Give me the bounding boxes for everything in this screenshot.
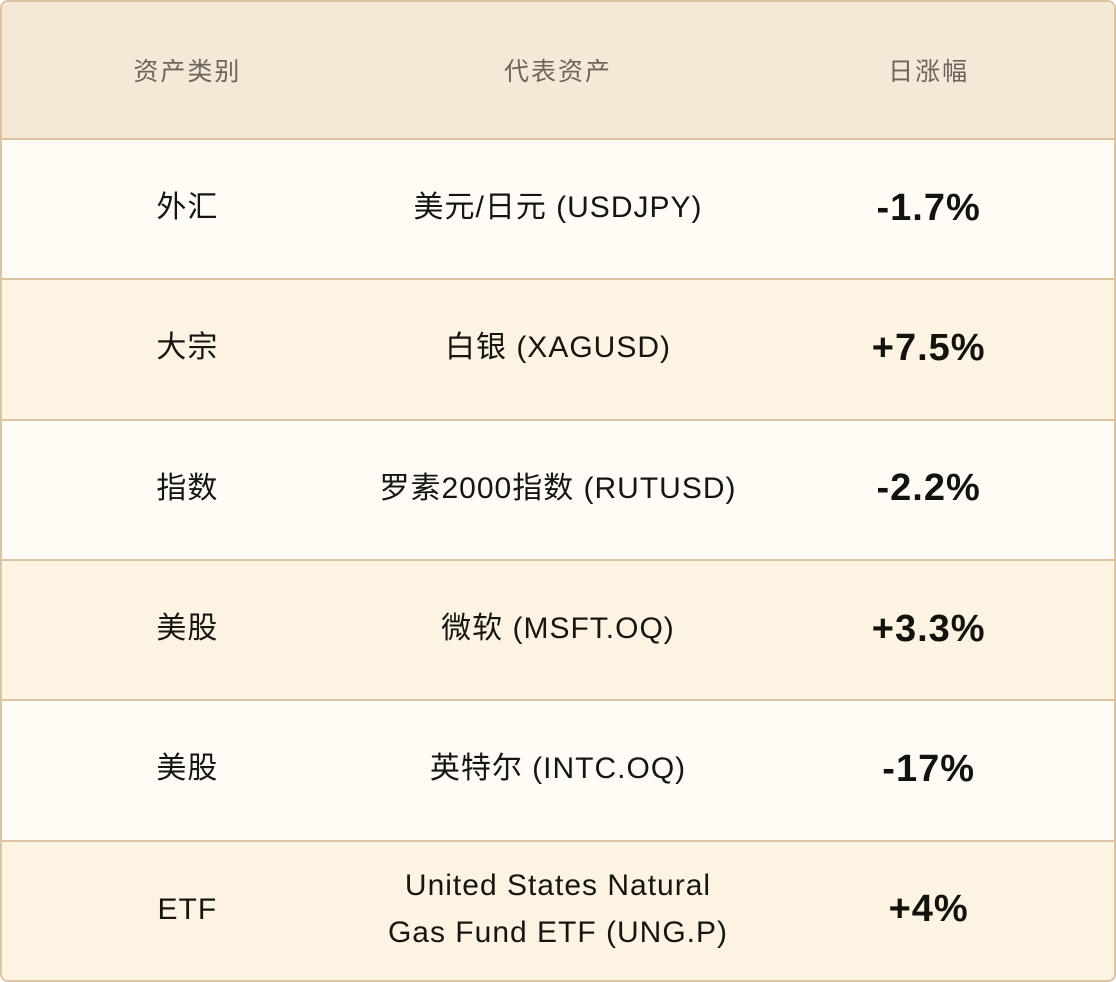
cell-asset-class: ETF	[157, 892, 218, 926]
table-row: ETF United States Natural Gas Fund ETF (…	[2, 839, 1114, 980]
cell-asset: 罗素2000指数 (RUTUSD)	[373, 466, 744, 513]
cell-asset-class: 外汇	[156, 190, 219, 224]
table-row: 大宗 白银 (XAGUSD) +7.5%	[2, 278, 1114, 419]
cell-asset: 白银 (XAGUSD)	[373, 325, 744, 372]
cell-asset: 微软 (MSFT.OQ)	[373, 606, 744, 653]
cell-asset: United States Natural Gas Fund ETF (UNG.…	[373, 863, 744, 956]
cell-asset: 美元/日元 (USDJPY)	[373, 185, 744, 232]
cell-asset-class: 大宗	[156, 331, 219, 365]
cell-daily-change: -1.7%	[876, 186, 981, 229]
asset-label: 微软 (MSFT.OQ)	[441, 611, 675, 645]
cell-daily-change: -17%	[882, 748, 976, 791]
table-row: 美股 微软 (MSFT.OQ) +3.3%	[2, 558, 1114, 700]
table-row: 指数 罗素2000指数 (RUTUSD) -2.2%	[2, 418, 1114, 559]
cell-daily-change: +4%	[888, 888, 969, 931]
cell-asset-class: 美股	[156, 752, 219, 786]
cell-daily-change: +7.5%	[871, 327, 986, 370]
asset-label: 美元/日元 (USDJPY)	[413, 190, 703, 224]
asset-label: 英特尔 (INTC.OQ)	[429, 752, 687, 786]
table-row: 美股 英特尔 (INTC.OQ) -17%	[2, 699, 1114, 840]
header-cell-asset-class: 资产类别	[133, 58, 242, 86]
cell-daily-change: -2.2%	[876, 467, 981, 510]
asset-label: 白银 (XAGUSD)	[444, 331, 671, 365]
table-header-row: 资产类别 代表资产 日涨幅	[2, 2, 1114, 138]
asset-label: United States Natural Gas Fund ETF (UNG.…	[387, 869, 729, 949]
cell-asset-class: 美股	[156, 611, 219, 645]
header-cell-asset: 代表资产	[503, 58, 612, 86]
cell-asset: 英特尔 (INTC.OQ)	[373, 746, 744, 793]
table-row: 外汇 美元/日元 (USDJPY) -1.7%	[2, 138, 1114, 279]
cell-daily-change: +3.3%	[871, 607, 986, 650]
asset-label: 罗素2000指数 (RUTUSD)	[379, 471, 737, 505]
header-cell-daily-change: 日涨幅	[888, 58, 970, 86]
cell-asset-class: 指数	[156, 471, 219, 505]
